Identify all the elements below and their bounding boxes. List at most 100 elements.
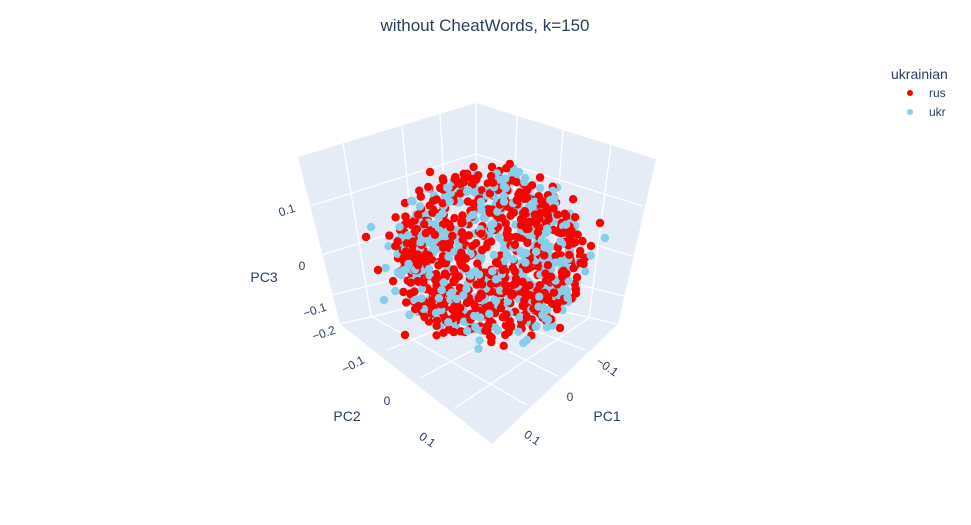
- data-point-ukr[interactable]: [540, 243, 548, 251]
- data-point-ukr[interactable]: [438, 286, 446, 294]
- data-point-rus[interactable]: [567, 230, 575, 238]
- data-point-ukr[interactable]: [367, 223, 375, 231]
- data-point-ukr[interactable]: [395, 223, 403, 231]
- data-point-rus[interactable]: [362, 233, 370, 241]
- data-point-ukr[interactable]: [391, 287, 399, 295]
- data-point-rus[interactable]: [414, 211, 422, 219]
- data-point-rus[interactable]: [391, 213, 399, 221]
- data-point-ukr[interactable]: [407, 197, 415, 205]
- data-point-ukr[interactable]: [382, 264, 390, 272]
- data-point-ukr[interactable]: [466, 271, 474, 279]
- data-point-rus[interactable]: [446, 223, 454, 231]
- data-point-rus[interactable]: [389, 277, 397, 285]
- data-point-ukr[interactable]: [559, 287, 567, 295]
- data-point-rus[interactable]: [481, 327, 489, 335]
- data-point-rus[interactable]: [523, 313, 531, 321]
- data-point-rus[interactable]: [464, 197, 472, 205]
- data-point-rus[interactable]: [451, 308, 459, 316]
- data-point-rus[interactable]: [528, 218, 536, 226]
- data-point-rus[interactable]: [523, 291, 531, 299]
- data-point-ukr[interactable]: [523, 336, 531, 344]
- legend[interactable]: ukrainian rus ukr: [891, 66, 948, 119]
- data-point-rus[interactable]: [550, 288, 558, 296]
- data-point-ukr[interactable]: [503, 251, 511, 259]
- data-point-rus[interactable]: [474, 294, 482, 302]
- data-point-rus[interactable]: [543, 296, 551, 304]
- data-point-ukr[interactable]: [444, 318, 452, 326]
- data-point-ukr[interactable]: [448, 288, 456, 296]
- data-point-rus[interactable]: [472, 280, 480, 288]
- data-point-rus[interactable]: [503, 226, 511, 234]
- legend-item-rus[interactable]: rus: [907, 86, 946, 100]
- data-point-rus[interactable]: [424, 183, 432, 191]
- data-point-rus[interactable]: [500, 342, 508, 350]
- data-point-rus[interactable]: [425, 251, 433, 259]
- data-point-ukr[interactable]: [500, 197, 508, 205]
- data-point-ukr[interactable]: [444, 183, 452, 191]
- data-point-rus[interactable]: [450, 328, 458, 336]
- data-point-ukr[interactable]: [470, 188, 478, 196]
- data-point-rus[interactable]: [528, 181, 536, 189]
- data-point-rus[interactable]: [428, 209, 436, 217]
- data-point-ukr[interactable]: [522, 249, 530, 257]
- data-point-rus[interactable]: [569, 195, 577, 203]
- data-point-ukr[interactable]: [480, 214, 488, 222]
- data-point-rus[interactable]: [494, 259, 502, 267]
- data-point-rus[interactable]: [571, 213, 579, 221]
- data-point-ukr[interactable]: [488, 267, 496, 275]
- data-point-ukr[interactable]: [431, 220, 439, 228]
- data-point-rus[interactable]: [560, 268, 568, 276]
- data-point-ukr[interactable]: [438, 209, 446, 217]
- data-point-rus[interactable]: [511, 241, 519, 249]
- data-point-ukr[interactable]: [501, 174, 509, 182]
- data-point-ukr[interactable]: [514, 328, 522, 336]
- data-point-ukr[interactable]: [416, 202, 424, 210]
- data-point-rus[interactable]: [374, 266, 382, 274]
- data-point-ukr[interactable]: [435, 294, 443, 302]
- data-point-rus[interactable]: [448, 232, 456, 240]
- data-point-ukr[interactable]: [539, 303, 547, 311]
- data-point-rus[interactable]: [463, 299, 471, 307]
- data-point-rus[interactable]: [518, 278, 526, 286]
- data-point-rus[interactable]: [439, 199, 447, 207]
- data-point-rus[interactable]: [458, 261, 466, 269]
- data-point-ukr[interactable]: [477, 198, 485, 206]
- data-point-rus[interactable]: [521, 207, 529, 215]
- data-point-ukr[interactable]: [475, 270, 483, 278]
- data-point-rus[interactable]: [560, 210, 568, 218]
- data-point-rus[interactable]: [487, 338, 495, 346]
- data-point-ukr[interactable]: [416, 238, 424, 246]
- data-point-rus[interactable]: [514, 233, 522, 241]
- data-point-rus[interactable]: [544, 261, 552, 269]
- data-point-rus[interactable]: [427, 297, 435, 305]
- data-point-ukr[interactable]: [404, 260, 412, 268]
- data-point-rus[interactable]: [536, 173, 544, 181]
- data-point-ukr[interactable]: [405, 311, 413, 319]
- data-point-rus[interactable]: [414, 261, 422, 269]
- data-point-rus[interactable]: [587, 242, 595, 250]
- data-point-rus[interactable]: [401, 331, 409, 339]
- data-point-ukr[interactable]: [587, 251, 595, 259]
- data-point-ukr[interactable]: [515, 168, 523, 176]
- data-point-ukr[interactable]: [462, 285, 470, 293]
- data-point-rus[interactable]: [573, 273, 581, 281]
- data-point-ukr[interactable]: [496, 234, 504, 242]
- data-point-rus[interactable]: [402, 298, 410, 306]
- data-point-rus[interactable]: [556, 324, 564, 332]
- data-point-rus[interactable]: [523, 239, 531, 247]
- data-point-rus[interactable]: [468, 242, 476, 250]
- data-point-rus[interactable]: [414, 302, 422, 310]
- data-point-rus[interactable]: [576, 259, 584, 267]
- data-point-ukr[interactable]: [474, 345, 482, 353]
- data-point-rus[interactable]: [544, 215, 552, 223]
- data-point-ukr[interactable]: [463, 327, 471, 335]
- data-point-rus[interactable]: [536, 209, 544, 217]
- data-point-ukr[interactable]: [380, 296, 388, 304]
- data-point-rus[interactable]: [572, 289, 580, 297]
- data-point-rus[interactable]: [460, 174, 468, 182]
- data-point-rus[interactable]: [393, 237, 401, 245]
- data-point-rus[interactable]: [489, 179, 497, 187]
- data-point-ukr[interactable]: [476, 313, 484, 321]
- data-point-rus[interactable]: [537, 197, 545, 205]
- data-point-rus[interactable]: [415, 187, 423, 195]
